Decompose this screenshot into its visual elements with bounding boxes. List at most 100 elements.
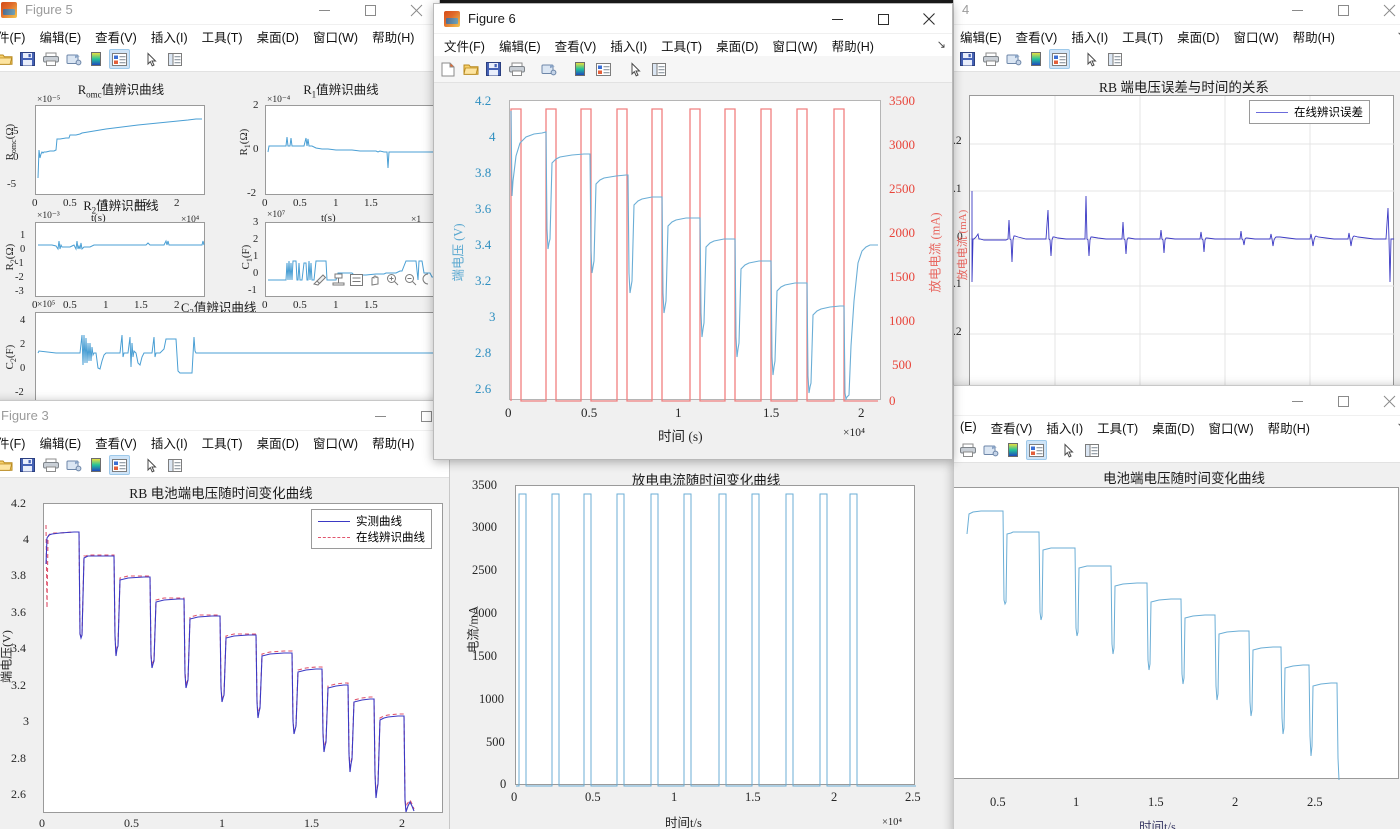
link-plot-icon[interactable] <box>980 440 1001 460</box>
menu-file[interactable]: 文件(F) <box>444 39 485 54</box>
print-icon[interactable] <box>40 49 61 69</box>
print-icon[interactable] <box>980 49 1001 69</box>
menu-help[interactable]: 帮助(H) <box>1267 421 1310 436</box>
figure-5-window[interactable]: Figure 5 件(F) 编辑(E) 查看(V) 插入(I) 工具(T) 桌面… <box>0 0 440 406</box>
minimize-button[interactable] <box>814 4 860 34</box>
close-button[interactable] <box>393 0 439 25</box>
discharge-current-figure-window[interactable]: 放电电流随时间变化曲线 3500 3000 2500 2000 1500 100… <box>450 455 962 829</box>
menu-window[interactable]: 窗口(W) <box>312 436 359 451</box>
menu-help[interactable]: 帮助(H) <box>831 39 874 54</box>
fig6-titlebar[interactable]: Figure 6 <box>434 4 952 34</box>
fig5-toolbar[interactable] <box>0 47 439 72</box>
zoom-out-icon[interactable] <box>404 273 417 291</box>
legend-toggle-icon[interactable] <box>350 273 363 291</box>
save-icon[interactable] <box>17 455 38 475</box>
menu-view[interactable]: 查看(V) <box>1015 30 1058 45</box>
menu-desktop[interactable]: 桌面(D) <box>1152 421 1195 436</box>
battery-voltage-figure-window[interactable]: (E) 查看(V) 插入(I) 工具(T) 桌面(D) 窗口(W) 帮助(H) … <box>953 385 1400 829</box>
menu-edit[interactable]: 编辑(E) <box>498 39 541 54</box>
colorbar-icon[interactable] <box>86 49 107 69</box>
legend-icon[interactable] <box>109 49 130 69</box>
menu-tools[interactable]: 工具(T) <box>201 436 243 451</box>
menu-tools[interactable]: 工具(T) <box>1097 421 1139 436</box>
menu-help[interactable]: 帮助(H) <box>372 436 415 451</box>
plot-browser-icon[interactable] <box>1104 49 1125 69</box>
figure-4-window[interactable]: 4 编辑(E) 查看(V) 插入(I) 工具(T) 桌面(D) 窗口(W) 帮助… <box>953 0 1400 400</box>
fig4-toolbar[interactable] <box>954 47 1400 72</box>
colorbar-icon[interactable] <box>1026 49 1047 69</box>
minimize-button[interactable] <box>1274 0 1320 25</box>
fig3-menubar[interactable]: 件(F) 编辑(E) 查看(V) 插入(I) 工具(T) 桌面(D) 窗口(W)… <box>0 431 449 453</box>
brush-icon[interactable] <box>312 273 327 291</box>
legend-icon[interactable] <box>1026 440 1047 460</box>
link-plot-icon[interactable] <box>63 49 84 69</box>
open-folder-icon[interactable] <box>0 49 15 69</box>
pan-icon[interactable] <box>368 273 381 291</box>
zoom-in-icon[interactable] <box>386 273 399 291</box>
pointer-icon[interactable] <box>1058 440 1079 460</box>
maximize-button[interactable] <box>1320 386 1366 416</box>
minimize-button[interactable] <box>357 401 403 431</box>
menu-desktop[interactable]: 桌面(D) <box>256 30 299 45</box>
menu-insert[interactable]: 插入(I) <box>150 436 188 451</box>
legend-icon[interactable] <box>593 59 614 79</box>
fig3-legend[interactable]: 实测曲线 在线辨识曲线 <box>311 509 432 549</box>
fig3-window-buttons[interactable] <box>357 401 449 431</box>
minimize-button[interactable] <box>301 0 347 25</box>
axes-floating-toolbar[interactable] <box>309 272 434 292</box>
menu-file[interactable]: 件(F) <box>0 30 26 45</box>
plot-browser-icon[interactable] <box>164 455 185 475</box>
menu-insert[interactable]: 插入(I) <box>1071 30 1109 45</box>
menu-insert[interactable]: 插入(I) <box>610 39 648 54</box>
menu-desktop[interactable]: 桌面(D) <box>716 39 759 54</box>
menu-insert[interactable]: 插入(I) <box>1046 421 1084 436</box>
plot-browser-icon[interactable] <box>1081 440 1102 460</box>
colorbar-icon[interactable] <box>86 455 107 475</box>
menu-desktop[interactable]: 桌面(D) <box>256 436 299 451</box>
pointer-icon[interactable] <box>141 49 162 69</box>
menu-view[interactable]: 查看(V) <box>990 421 1033 436</box>
fig5-menubar[interactable]: 件(F) 编辑(E) 查看(V) 插入(I) 工具(T) 桌面(D) 窗口(W)… <box>0 25 439 47</box>
figvolt-titlebar[interactable] <box>954 386 1400 416</box>
new-file-icon[interactable] <box>437 59 458 79</box>
link-plot-icon[interactable] <box>1003 49 1024 69</box>
plot-browser-icon[interactable] <box>164 49 185 69</box>
pointer-icon[interactable] <box>1081 49 1102 69</box>
legend-icon[interactable] <box>1049 49 1070 69</box>
datatip-icon[interactable] <box>332 273 345 291</box>
link-plot-icon[interactable] <box>63 455 84 475</box>
restore-icon[interactable] <box>422 273 431 291</box>
menu-help[interactable]: 帮助(H) <box>372 30 415 45</box>
menu-view[interactable]: 查看(V) <box>95 436 137 451</box>
fig4-window-buttons[interactable] <box>1274 0 1400 25</box>
colorbar-icon[interactable] <box>570 59 591 79</box>
fig6-menubar[interactable]: 文件(F) 编辑(E) 查看(V) 插入(I) 工具(T) 桌面(D) 窗口(W… <box>434 34 952 56</box>
menu-overflow-icon[interactable]: ↘ <box>1397 420 1400 433</box>
pointer-icon[interactable] <box>625 59 646 79</box>
figure-6-window[interactable]: Figure 6 文件(F) 编辑(E) 查看(V) 插入(I) 工具(T) 桌… <box>433 3 953 460</box>
close-button[interactable] <box>1366 386 1400 416</box>
menu-help[interactable]: 帮助(H) <box>1292 30 1335 45</box>
fig5-titlebar[interactable]: Figure 5 <box>0 0 439 25</box>
legend-icon[interactable] <box>109 455 130 475</box>
fig3-titlebar[interactable]: Figure 3 <box>0 401 449 431</box>
print-icon[interactable] <box>40 455 61 475</box>
save-icon[interactable] <box>957 49 978 69</box>
menu-view[interactable]: 查看(V) <box>554 39 597 54</box>
fig4-menubar[interactable]: 编辑(E) 查看(V) 插入(I) 工具(T) 桌面(D) 窗口(W) 帮助(H… <box>954 25 1400 47</box>
fig3-toolbar[interactable] <box>0 453 449 478</box>
menu-window[interactable]: 窗口(W) <box>1233 30 1279 45</box>
close-button[interactable] <box>906 4 952 34</box>
figure-3-window[interactable]: Figure 3 件(F) 编辑(E) 查看(V) 插入(I) 工具(T) 桌面… <box>0 400 450 829</box>
menu-window[interactable]: 窗口(W) <box>1208 421 1254 436</box>
pointer-icon[interactable] <box>141 455 162 475</box>
maximize-button[interactable] <box>347 0 393 25</box>
plot-browser-icon[interactable] <box>648 59 669 79</box>
figvolt-toolbar[interactable] <box>954 438 1400 463</box>
figvolt-menubar[interactable]: (E) 查看(V) 插入(I) 工具(T) 桌面(D) 窗口(W) 帮助(H) … <box>954 416 1400 438</box>
print-icon[interactable] <box>957 440 978 460</box>
fig4-titlebar[interactable]: 4 <box>954 0 1400 25</box>
maximize-button[interactable] <box>403 401 449 431</box>
menu-tools[interactable]: 工具(T) <box>661 39 703 54</box>
menu-overflow-icon[interactable]: ↘ <box>1397 29 1400 42</box>
